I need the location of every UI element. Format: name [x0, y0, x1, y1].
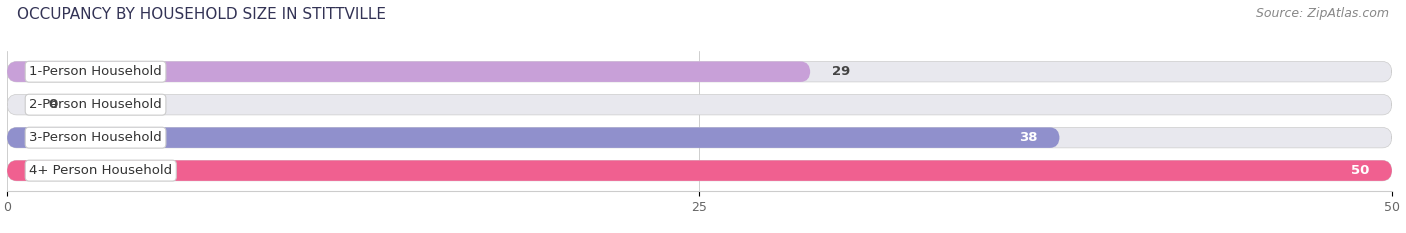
FancyBboxPatch shape [7, 94, 1392, 115]
Text: 1-Person Household: 1-Person Household [30, 65, 162, 78]
Text: 2-Person Household: 2-Person Household [30, 98, 162, 111]
Text: 50: 50 [1351, 164, 1369, 177]
FancyBboxPatch shape [7, 62, 810, 82]
Text: 29: 29 [832, 65, 851, 78]
FancyBboxPatch shape [7, 62, 1392, 82]
FancyBboxPatch shape [7, 127, 1060, 148]
FancyBboxPatch shape [7, 160, 1392, 181]
Text: 4+ Person Household: 4+ Person Household [30, 164, 173, 177]
Text: 38: 38 [1019, 131, 1038, 144]
FancyBboxPatch shape [7, 127, 1392, 148]
Text: Source: ZipAtlas.com: Source: ZipAtlas.com [1256, 7, 1389, 20]
Text: 3-Person Household: 3-Person Household [30, 131, 162, 144]
FancyBboxPatch shape [7, 160, 1392, 181]
Text: 0: 0 [49, 98, 58, 111]
Text: OCCUPANCY BY HOUSEHOLD SIZE IN STITTVILLE: OCCUPANCY BY HOUSEHOLD SIZE IN STITTVILL… [17, 7, 385, 22]
